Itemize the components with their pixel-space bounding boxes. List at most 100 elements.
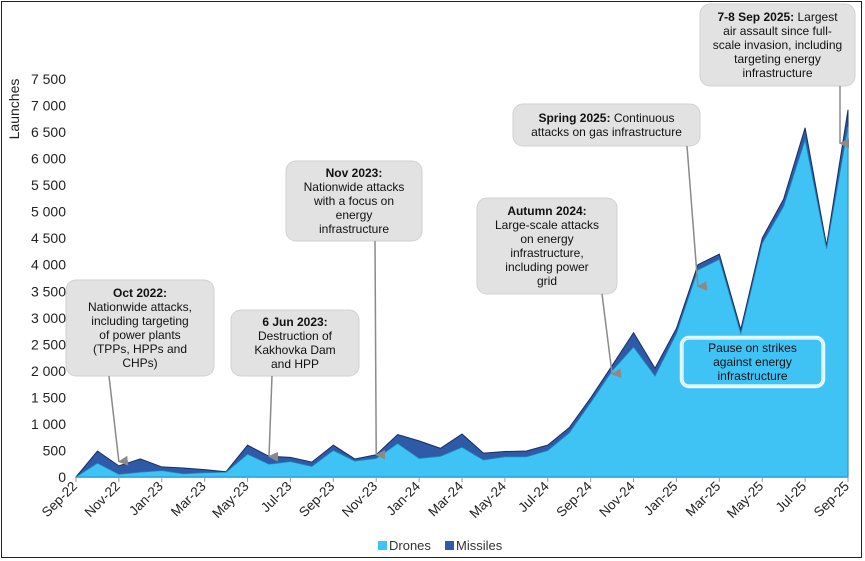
series-area-drones — [74, 126, 849, 478]
annotation-text: and HPP — [271, 357, 319, 371]
x-tick-label: May-25 — [724, 479, 766, 521]
annotation-box — [476, 197, 618, 295]
legend-swatch-missiles — [445, 541, 454, 550]
x-tick-label: Jan-23 — [126, 479, 166, 519]
x-tick-label: Nov-23 — [339, 479, 380, 520]
annotation-bold: Oct 2022: — [113, 286, 167, 300]
annotation-line: 6 Jun 2023: — [262, 315, 327, 329]
annotation-box — [65, 279, 215, 377]
annotation-line: Large-scale attacks — [495, 218, 599, 232]
annotation-line: including power — [505, 260, 588, 274]
y-tick-label: 7 000 — [31, 98, 66, 114]
annotation-arrow — [601, 293, 622, 379]
annotation-box-inner — [682, 338, 823, 386]
annotation-line: on energy — [520, 232, 573, 246]
annotation-text: targeting energy — [734, 52, 821, 66]
annotation-line: including targeting — [91, 314, 188, 328]
annotation-line: Destruction of — [258, 329, 333, 343]
annotation-bold: Nov 2023: — [326, 166, 383, 180]
annotation-line: Kakhovka Dam — [254, 343, 335, 357]
annotation-text: including power — [505, 260, 588, 274]
annotation-line: Spring 2025: Continuous — [538, 111, 674, 125]
annotation-line: Nationwide attacks, — [88, 300, 192, 314]
y-tick-label: 5 500 — [31, 177, 66, 193]
annotation-text: grid — [537, 274, 557, 288]
x-tick-label: May-23 — [209, 479, 251, 521]
y-tick-label: 2 000 — [31, 363, 66, 379]
annotation-text: Large-scale attacks — [495, 218, 599, 232]
y-tick-label: 3 000 — [31, 310, 66, 326]
y-tick-label: 1 000 — [31, 416, 66, 432]
x-tick-label: Jan-25 — [641, 479, 681, 519]
annotation-0: Oct 2022:Nationwide attacks,including ta… — [65, 279, 215, 466]
legend-label-missiles: Missiles — [456, 538, 503, 553]
annotation-text: with a focus on — [313, 194, 394, 208]
annotation-line: Nationwide attacks — [304, 180, 405, 194]
annotation-box — [230, 309, 360, 377]
annotation-line: (TPPs, HPPs and — [93, 342, 187, 356]
annotation-line: targeting energy — [734, 52, 821, 66]
y-tick-label: 6 500 — [31, 124, 66, 140]
annotation-text: infrastructure — [742, 66, 812, 80]
x-tick-label: Mar-24 — [425, 478, 466, 519]
y-tick-label: 2 500 — [31, 336, 66, 352]
annotation-line: scale invasion, including — [713, 38, 842, 52]
annotation-arrow — [686, 145, 708, 291]
annotations: Oct 2022:Nationwide attacks,including ta… — [65, 3, 856, 466]
annotation-line: Pause on strikes — [708, 341, 797, 355]
annotation-text: scale invasion, including — [713, 38, 842, 52]
legend-label-drones: Drones — [389, 538, 431, 553]
annotation-arrow — [108, 375, 129, 466]
annotation-line: infrastructure — [319, 222, 389, 236]
annotation-text: on energy — [520, 232, 573, 246]
annotation-line: against energy — [713, 355, 792, 369]
annotation-box — [512, 103, 701, 147]
annotation-line: infrastructure — [742, 66, 812, 80]
annotation-text: Kakhovka Dam — [254, 343, 335, 357]
annotation-bold: Spring 2025: — [538, 111, 613, 125]
annotation-line: Oct 2022: — [113, 286, 167, 300]
annotation-line: and HPP — [271, 357, 319, 371]
annotation-box — [679, 335, 826, 389]
annotation-text: air assault since full- — [723, 24, 832, 38]
y-tick-label: 3 500 — [31, 283, 66, 299]
annotation-text: CHPs) — [122, 356, 157, 370]
x-tick-label: Nov-22 — [82, 479, 123, 520]
x-tick-label: Mar-23 — [168, 479, 209, 520]
annotation-line: 7-8 Sep 2025: Largest — [717, 10, 838, 24]
x-tick-label: Jul-24 — [515, 478, 552, 515]
annotation-line: of power plants — [99, 328, 180, 342]
annotation-bold: 6 Jun 2023: — [262, 315, 327, 329]
annotation-arrow — [374, 240, 386, 460]
annotation-text: against energy — [713, 355, 792, 369]
x-tick-label: Jul-25 — [773, 479, 810, 516]
annotation-text: infrastructure — [717, 369, 787, 383]
annotation-text: attacks on gas infrastructure — [531, 125, 682, 139]
x-tick-label: Nov-24 — [596, 478, 638, 520]
annotation-bold: 7-8 Sep 2025: — [717, 10, 797, 24]
annotation-text: infrastructure, — [510, 246, 583, 260]
annotation-text: Pause on strikes — [708, 341, 797, 355]
y-tick-label: 1 500 — [31, 389, 66, 405]
annotation-text: Continuous — [614, 111, 675, 125]
annotation-line: air assault since full- — [723, 24, 832, 38]
legend-swatch-drones — [378, 541, 387, 550]
y-tick-label: 500 — [43, 442, 67, 458]
x-tick-label: May-24 — [467, 478, 510, 521]
y-axis-label: Launches — [6, 79, 22, 140]
annotation-line: with a focus on — [313, 194, 394, 208]
y-tick-label: 4 500 — [31, 230, 66, 246]
annotation-box — [285, 160, 423, 242]
y-axis: 0 500 1 000 1 500 2 000 2 500 3 000 3 500 4 000 4… — [31, 71, 66, 485]
y-tick-label: 6 000 — [31, 151, 66, 167]
x-tick-label: Sep-23 — [296, 479, 337, 520]
annotation-line: Autumn 2024: — [507, 204, 586, 218]
annotation-line: infrastructure, — [510, 246, 583, 260]
